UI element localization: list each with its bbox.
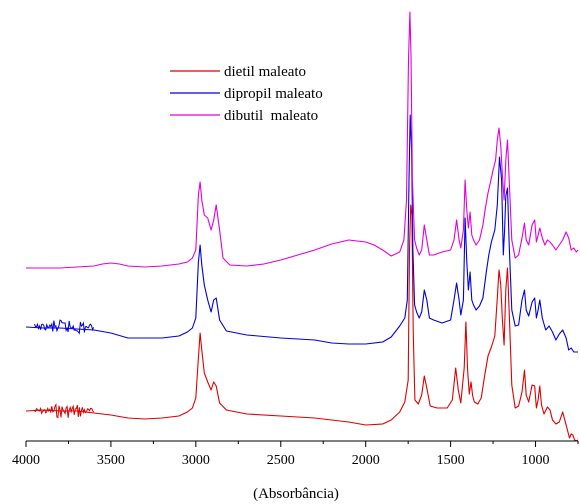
legend: dietil maleato dipropil maleato dibutil ma… [170,64,323,124]
x-tick-label: 3500 [97,453,125,468]
legend-label: dietil maleato [224,64,306,80]
x-ticks: 4000 3500 3000 2500 2000 1500 1000 [12,441,579,468]
x-tick-label: 4000 [12,453,40,468]
x-tick-label: 2000 [352,453,380,468]
legend-label: dipropil maleato [224,86,323,102]
x-tick-label: 2500 [267,453,295,468]
series-line-3 [26,11,579,269]
series-line-1 [25,204,579,442]
noise-trace-1 [34,403,95,419]
noise-group [34,319,95,419]
x-tick-label: 3000 [182,453,210,468]
series-group [25,11,579,442]
x-tick-label: 1500 [437,453,465,468]
series-line-2 [25,114,578,353]
noise-trace-2 [34,319,95,335]
legend-label: dibutil maleato [224,108,318,124]
x-tick-label: 1000 [522,453,550,468]
x-axis-title: (Absorbância) [253,486,339,502]
